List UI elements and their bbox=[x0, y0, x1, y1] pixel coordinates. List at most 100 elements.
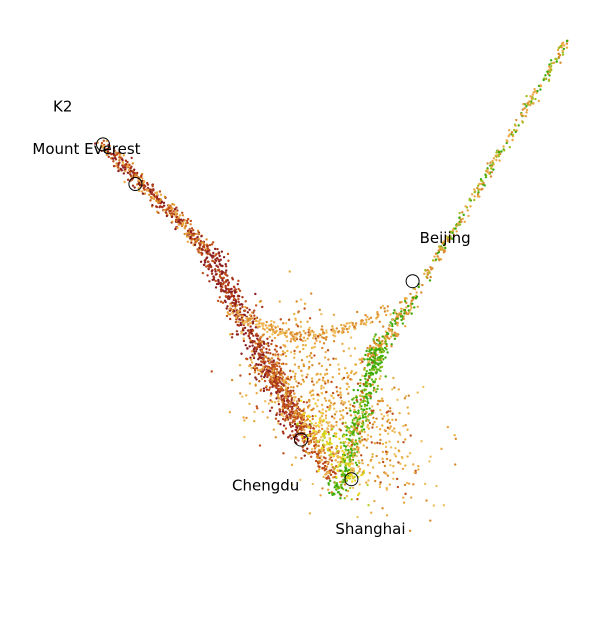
scatter-point bbox=[308, 426, 311, 429]
scatter-point bbox=[383, 307, 386, 310]
scatter-point bbox=[183, 227, 187, 230]
scatter-point bbox=[192, 228, 195, 232]
scatter-point bbox=[324, 350, 327, 354]
scatter-point bbox=[266, 365, 269, 368]
scatter-point bbox=[241, 395, 244, 398]
scatter-point bbox=[548, 74, 551, 77]
scatter-point bbox=[385, 342, 388, 346]
scatter-point bbox=[288, 421, 292, 425]
scatter-point bbox=[391, 388, 394, 391]
scatter-point bbox=[425, 499, 428, 502]
scatter-point bbox=[318, 308, 321, 311]
scatter-point bbox=[441, 242, 444, 245]
scatter-point bbox=[251, 340, 255, 343]
scatter-point bbox=[218, 263, 222, 266]
scatter-point bbox=[293, 422, 297, 426]
scatter-point bbox=[385, 334, 389, 338]
scatter-point bbox=[208, 243, 212, 247]
scatter-point bbox=[266, 375, 269, 379]
scatter-point bbox=[363, 438, 366, 441]
scatter-point bbox=[272, 428, 276, 431]
scatter-point bbox=[345, 437, 348, 441]
scatter-point bbox=[238, 309, 241, 313]
scatter-point bbox=[365, 411, 368, 414]
scatter-point bbox=[434, 258, 438, 261]
scatter-point bbox=[360, 473, 363, 477]
scatter-point bbox=[492, 168, 495, 171]
scatter-point bbox=[267, 402, 271, 405]
scatter-point bbox=[330, 490, 333, 494]
scatter-point bbox=[205, 256, 208, 260]
scatter-point bbox=[258, 325, 261, 328]
scatter-point bbox=[251, 311, 254, 314]
scatter-point bbox=[242, 328, 245, 332]
scatter-point bbox=[375, 417, 378, 420]
scatter-point bbox=[378, 320, 381, 324]
scatter-point bbox=[524, 115, 528, 118]
scatter-point bbox=[313, 333, 317, 337]
scatter-point bbox=[525, 111, 528, 114]
scatter-point bbox=[497, 150, 501, 154]
scatter-point bbox=[495, 151, 498, 154]
scatter-point bbox=[401, 315, 404, 318]
scatter-point bbox=[242, 337, 245, 340]
scatter-point bbox=[264, 355, 268, 358]
scatter-point bbox=[371, 423, 375, 426]
scatter-point bbox=[281, 370, 284, 373]
scatter-point bbox=[293, 352, 296, 355]
scatter-point bbox=[384, 472, 388, 475]
scatter-point bbox=[320, 403, 324, 407]
scatter-point bbox=[367, 318, 371, 321]
scatter-point bbox=[350, 473, 353, 476]
scatter-point bbox=[388, 329, 391, 332]
scatter-point bbox=[279, 367, 283, 370]
scatter-point bbox=[357, 446, 360, 450]
scatter-point bbox=[319, 373, 322, 376]
scatter-point bbox=[386, 309, 389, 312]
scatter-point bbox=[392, 471, 395, 474]
scatter-point bbox=[366, 378, 370, 382]
scatter-point bbox=[253, 365, 256, 369]
scatter-point bbox=[381, 397, 384, 400]
scatter-point bbox=[361, 411, 364, 414]
scatter-point bbox=[329, 404, 332, 407]
scatter-point bbox=[204, 249, 207, 252]
scatter-point bbox=[232, 294, 236, 298]
scatter-point bbox=[270, 406, 274, 409]
scatter-point bbox=[337, 331, 340, 334]
scatter-point bbox=[301, 339, 305, 343]
scatter-point bbox=[286, 400, 290, 404]
scatter-point bbox=[309, 329, 313, 333]
scatter-points bbox=[94, 39, 569, 533]
scatter-point bbox=[336, 454, 339, 458]
scatter-point bbox=[276, 393, 280, 396]
scatter-point bbox=[423, 272, 426, 276]
scatter-point bbox=[529, 95, 532, 98]
label-k2: K2 bbox=[53, 97, 72, 115]
scatter-point bbox=[308, 365, 311, 369]
scatter-point bbox=[335, 446, 338, 449]
scatter-point bbox=[331, 330, 334, 333]
scatter-point bbox=[308, 391, 312, 394]
scatter-point bbox=[373, 351, 376, 355]
scatter-point bbox=[198, 246, 201, 250]
scatter-point bbox=[365, 446, 369, 449]
scatter-point bbox=[316, 334, 320, 338]
scatter-point bbox=[342, 452, 346, 455]
scatter-point bbox=[112, 153, 115, 156]
scatter-point bbox=[392, 334, 395, 337]
scatter-point bbox=[220, 250, 224, 253]
scatter-point bbox=[325, 372, 329, 376]
scatter-point bbox=[270, 339, 274, 342]
scatter-point bbox=[379, 306, 383, 309]
scatter-point bbox=[272, 369, 275, 372]
scatter-point bbox=[307, 331, 310, 334]
scatter-point bbox=[486, 162, 489, 165]
scatter-point bbox=[323, 451, 327, 455]
scatter-point bbox=[364, 323, 367, 326]
scatter-point bbox=[357, 465, 360, 468]
scatter-point bbox=[260, 372, 264, 375]
scatter-point bbox=[240, 352, 243, 355]
scatter-point bbox=[399, 462, 402, 466]
scatter-point bbox=[218, 281, 222, 285]
